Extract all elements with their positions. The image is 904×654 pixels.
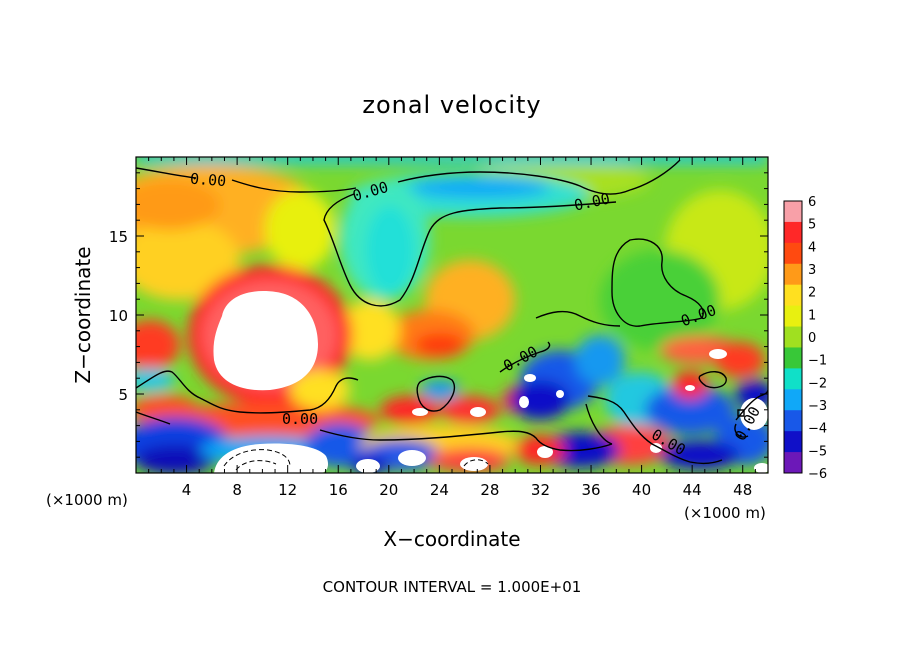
y-axis: 5 10 15 bbox=[109, 172, 768, 458]
colorbar-swatch bbox=[784, 368, 802, 390]
colorbar-swatch bbox=[784, 221, 802, 244]
colorbar-tick-label: −2 bbox=[808, 376, 827, 391]
x-tick-label: 8 bbox=[232, 481, 242, 499]
colorbar-tick-label: 2 bbox=[808, 286, 816, 301]
colorbar-swatch bbox=[784, 410, 802, 432]
x-axis: 4 8 12 16 20 24 28 32 36 40 44 48 bbox=[148, 157, 756, 499]
x-tick-label: 36 bbox=[581, 481, 600, 499]
colorbar-tick-label: 5 bbox=[808, 218, 816, 233]
x-tick-label: 40 bbox=[632, 481, 651, 499]
colorbar-swatch bbox=[784, 326, 802, 348]
x-tick-label: 44 bbox=[683, 481, 702, 499]
x-unit-right: (×1000 m) bbox=[684, 504, 766, 522]
colorbar-swatch bbox=[784, 347, 802, 369]
plot-area bbox=[136, 157, 768, 473]
x-tick-label: 12 bbox=[278, 481, 297, 499]
colorbar-swatch bbox=[784, 452, 802, 474]
colorbar-swatch bbox=[784, 263, 802, 286]
colorbar-swatch bbox=[784, 284, 802, 307]
y-tick-label: 5 bbox=[118, 386, 128, 404]
colorbar-tick-label: 4 bbox=[808, 240, 816, 255]
y-tick-label: 10 bbox=[109, 307, 128, 325]
negative-contours bbox=[223, 449, 489, 471]
velocity-field bbox=[136, 157, 768, 473]
colorbar-swatch bbox=[784, 431, 802, 453]
x-tick-label: 48 bbox=[733, 481, 752, 499]
colorbar-legend: 6 5 4 3 2 1 0 −1 −2 −3 −4 −5 −6 bbox=[783, 195, 827, 482]
x-tick-label: 16 bbox=[329, 481, 348, 499]
colorbar-tick-label: 3 bbox=[808, 263, 816, 278]
contour-interval-note: CONTOUR INTERVAL = 1.000E+01 bbox=[323, 578, 582, 596]
x-axis-label: X−coordinate bbox=[383, 527, 520, 551]
colorbar-tick-label: 0 bbox=[808, 331, 816, 346]
contour-label: 0.00 bbox=[282, 410, 318, 428]
contour-label: 0.00 bbox=[189, 170, 226, 190]
y-tick-label: 15 bbox=[109, 228, 128, 246]
x-unit-left: (×1000 m) bbox=[46, 491, 128, 509]
chart-title: zonal velocity bbox=[362, 91, 541, 119]
colorbar-swatch bbox=[784, 305, 802, 328]
colorbar-tick-label: −6 bbox=[808, 467, 827, 482]
colorbar-swatch bbox=[784, 242, 802, 265]
x-tick-label: 24 bbox=[430, 481, 449, 499]
x-tick-label: 32 bbox=[531, 481, 550, 499]
y-axis-label: Z−coordinate bbox=[71, 246, 95, 383]
x-tick-label: 20 bbox=[379, 481, 398, 499]
colorbar-frame bbox=[783, 200, 803, 474]
colorbar-tick-label: −3 bbox=[808, 399, 827, 414]
saturated-regions bbox=[213, 291, 768, 473]
zero-contours bbox=[136, 159, 768, 465]
colorbar-tick-label: −5 bbox=[808, 444, 827, 459]
colorbar-tick-label: 1 bbox=[808, 308, 816, 323]
colorbar-swatch bbox=[784, 389, 802, 411]
x-tick-label: 28 bbox=[480, 481, 499, 499]
colorbar-tick-label: −4 bbox=[808, 422, 827, 437]
colorbar-tick-label: −1 bbox=[808, 354, 827, 369]
colorbar-swatch bbox=[784, 201, 802, 223]
x-tick-label: 4 bbox=[182, 481, 192, 499]
colorbar-tick-label: 6 bbox=[808, 195, 816, 210]
